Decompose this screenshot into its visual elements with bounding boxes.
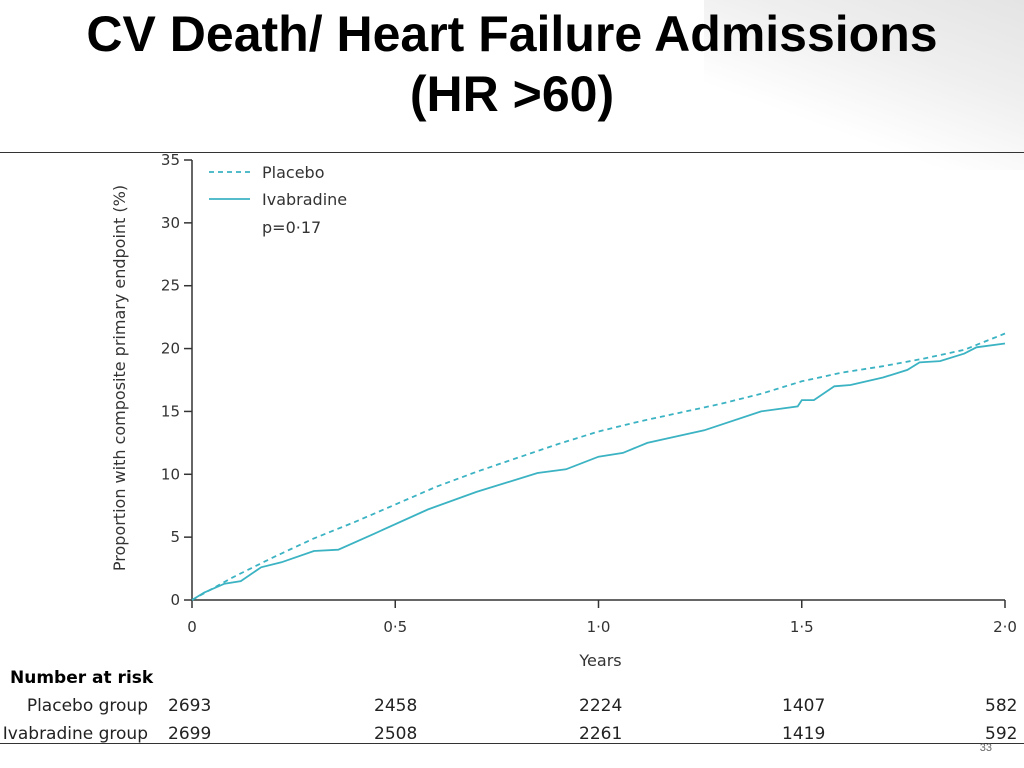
x-tick-label: 0 bbox=[187, 618, 197, 636]
risk-row-label: Ivabradine group bbox=[3, 724, 148, 744]
corner-shade bbox=[704, 0, 1024, 170]
y-tick-label: 20 bbox=[161, 340, 180, 358]
legend: Placebo Ivabradine p=0·17 bbox=[209, 163, 347, 237]
x-tick-label: 0·5 bbox=[383, 618, 407, 636]
slide-title: CV Death/ Heart Failure Admissions (HR >… bbox=[0, 4, 1024, 124]
risk-cell: 1407 bbox=[782, 696, 825, 716]
risk-cell: 1419 bbox=[782, 724, 825, 744]
risk-cell: 2458 bbox=[374, 696, 417, 716]
slide-number: 33 bbox=[979, 742, 992, 754]
title-line-1: CV Death/ Heart Failure Admissions bbox=[86, 6, 938, 62]
x-tick-label: 2·0 bbox=[993, 618, 1017, 636]
risk-row-label: Placebo group bbox=[27, 696, 148, 716]
risk-cell: 2508 bbox=[374, 724, 417, 744]
x-axis-title: Years bbox=[578, 651, 621, 670]
series-layer bbox=[191, 332, 1006, 601]
risk-cell: 2261 bbox=[579, 724, 622, 744]
risk-cell: 2699 bbox=[168, 724, 211, 744]
y-tick-label: 25 bbox=[161, 277, 180, 295]
top-rule bbox=[0, 152, 1024, 153]
y-tick-label: 10 bbox=[161, 465, 180, 483]
risk-cell: 2693 bbox=[168, 696, 211, 716]
legend-label-ivabradine: Ivabradine bbox=[262, 190, 347, 209]
x-tick-label: 1·5 bbox=[790, 618, 814, 636]
y-tick-label: 0 bbox=[170, 591, 180, 609]
risk-table-header: Number at risk bbox=[10, 668, 154, 688]
legend-label-placebo: Placebo bbox=[262, 163, 324, 182]
y-tick-label: 30 bbox=[161, 214, 180, 232]
title-line-2: (HR >60) bbox=[409, 66, 615, 122]
y-tick-label: 35 bbox=[161, 151, 180, 169]
risk-cell: 592 bbox=[985, 724, 1017, 744]
y-tick-label: 5 bbox=[170, 528, 180, 546]
p-value-annotation: p=0·17 bbox=[262, 218, 321, 237]
risk-cell: 2224 bbox=[579, 696, 622, 716]
y-axis-title: Proportion with composite primary endpoi… bbox=[110, 185, 129, 571]
y-tick-label: 15 bbox=[161, 402, 180, 420]
series-line-ivabradine bbox=[191, 342, 1006, 601]
bottom-rule bbox=[0, 743, 1024, 744]
risk-cell: 582 bbox=[985, 696, 1017, 716]
series-line-placebo bbox=[191, 332, 1006, 601]
x-tick-label: 1·0 bbox=[587, 618, 611, 636]
axes: 0 5 10 15 20 25 30 35 0 0·5 1·0 1·5 2·0 Years Proporti… bbox=[110, 151, 1017, 670]
number-at-risk-table: Number at risk Placebo group 2693 2458 2224 1… bbox=[3, 668, 1018, 744]
